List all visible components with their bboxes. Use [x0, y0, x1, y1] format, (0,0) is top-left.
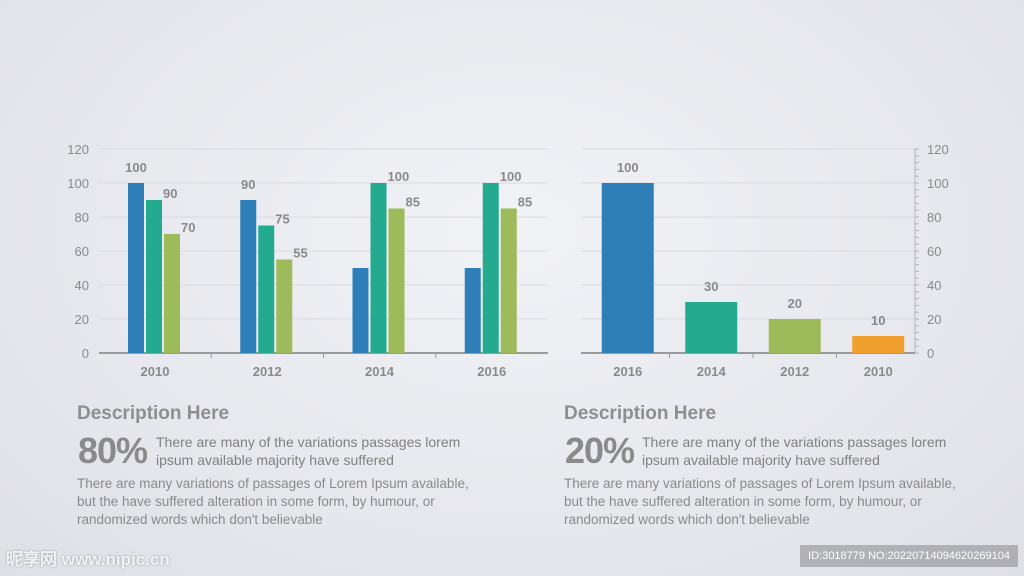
description-lead: There are many of the variations passage… [642, 434, 947, 468]
bar [128, 183, 144, 353]
data-label: 70 [181, 220, 195, 235]
y-tick-label: 0 [82, 346, 89, 361]
x-tick-label: 2014 [365, 364, 395, 379]
y-tick-label: 120 [927, 142, 949, 157]
data-label: 55 [293, 246, 307, 261]
chart-area: 0204060801001201009070201090755520121008… [67, 142, 949, 379]
bar [370, 183, 387, 353]
x-tick-label: 2012 [780, 364, 809, 379]
data-label: 30 [704, 279, 718, 294]
bar [352, 268, 369, 353]
description-title: Description Here [77, 403, 230, 424]
bar [388, 208, 405, 353]
data-label: 85 [406, 195, 420, 210]
data-label: 100 [617, 160, 639, 175]
data-label: 85 [518, 195, 532, 210]
data-label: 90 [163, 186, 177, 201]
bar [768, 319, 821, 353]
bar [146, 200, 162, 353]
x-tick-label: 2010 [864, 364, 893, 379]
y-tick-label: 60 [75, 244, 89, 259]
x-tick-label: 2016 [613, 364, 642, 379]
left-bar-chart: 0 20 40 60 80 100 120 100 90 70 2010 90 75 55 2012 100 8… [67, 142, 548, 379]
y-tick-label: 40 [75, 278, 89, 293]
percent-value: 20% [565, 430, 635, 471]
watermark-id: ID:3018779 NO:20220714094620269104 [800, 545, 1018, 567]
data-label: 100 [388, 169, 410, 184]
description-lead: There are many of the variations passage… [156, 434, 461, 468]
description-body: There are many variations of passages of… [77, 476, 469, 527]
y-tick-label: 0 [927, 346, 934, 361]
x-tick-label: 2016 [477, 364, 506, 379]
y-tick-label: 80 [75, 210, 89, 225]
x-tick-label: 2012 [253, 364, 282, 379]
y-tick-label: 100 [67, 176, 89, 191]
watermark-logo: 昵享网 www.nipic.cn [6, 550, 170, 569]
bar [500, 208, 517, 353]
bar [240, 200, 257, 353]
x-tick-label: 2014 [697, 364, 727, 379]
right-bar-chart: 0 20 40 60 80 100 120 100 2016 30 2014 20 2012 10 2010 [581, 142, 949, 379]
data-label: 100 [500, 169, 522, 184]
bar [276, 259, 293, 353]
data-label: 90 [241, 177, 255, 192]
x-tick-label: 2010 [141, 364, 170, 379]
description-title: Description Here [564, 403, 717, 424]
bar [601, 183, 654, 353]
bar [685, 302, 738, 353]
y-tick-label: 80 [927, 210, 941, 225]
data-label: 75 [275, 212, 289, 227]
description-body: There are many variations of passages of… [564, 476, 956, 527]
y-tick-label: 120 [67, 142, 89, 157]
bar [482, 183, 499, 353]
bar [464, 268, 481, 353]
y-tick-label: 60 [927, 244, 941, 259]
y-tick-label: 20 [75, 312, 89, 327]
bar [258, 225, 275, 353]
y-tick-label: 20 [927, 312, 941, 327]
data-label: 20 [788, 296, 802, 311]
data-label: 100 [125, 160, 147, 175]
bar [164, 234, 180, 353]
y-tick-label: 40 [927, 278, 941, 293]
percent-value: 80% [78, 430, 148, 471]
bar [852, 336, 905, 353]
data-label: 10 [871, 313, 885, 328]
y-tick-label: 100 [927, 176, 949, 191]
